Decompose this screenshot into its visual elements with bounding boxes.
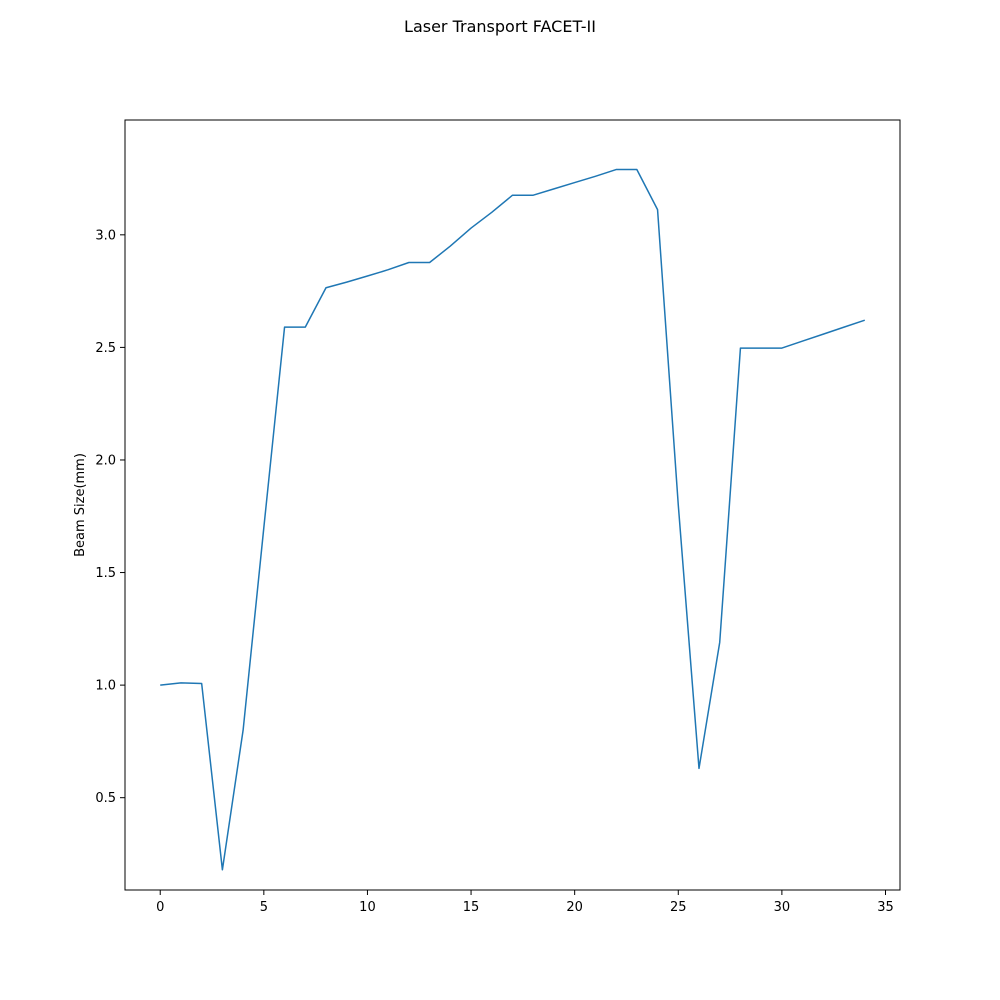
y-tick-label: 2.5	[95, 341, 116, 356]
chart-title: Laser Transport FACET-II	[404, 17, 596, 36]
x-axis-ticks: 0 5 10 15 20 25 30 35	[156, 890, 894, 915]
x-tick-label: 10	[359, 900, 376, 915]
y-tick-label: 1.0	[95, 679, 116, 694]
y-tick-label: 0.5	[95, 791, 116, 806]
y-tick-label: 1.5	[95, 566, 116, 581]
x-tick-label: 35	[877, 900, 894, 915]
x-tick-label: 30	[774, 900, 791, 915]
series-layer	[160, 168, 866, 871]
x-tick-label: 25	[670, 900, 687, 915]
series-line	[160, 168, 866, 871]
y-axis-label: Beam Size(mm)	[73, 453, 88, 557]
y-axis-ticks: 0.5 1.0 1.5 2.0 2.5 3.0	[95, 228, 125, 806]
y-tick-label: 2.0	[95, 453, 116, 468]
x-tick-label: 20	[566, 900, 583, 915]
x-tick-label: 5	[260, 900, 268, 915]
plot-area-frame	[124, 119, 901, 891]
x-tick-label: 15	[463, 900, 480, 915]
y-tick-label: 3.0	[95, 228, 116, 243]
x-tick-label: 0	[156, 900, 164, 915]
